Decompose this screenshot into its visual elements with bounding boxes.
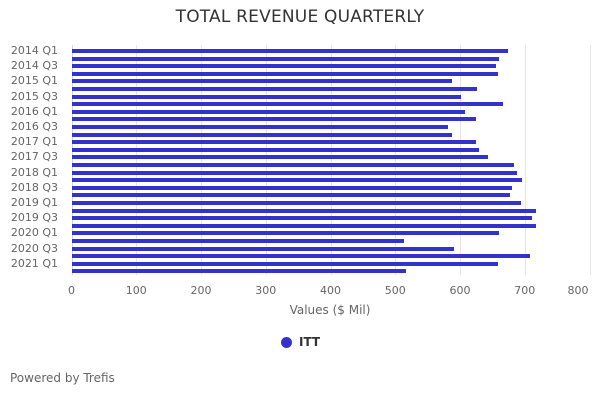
bar[interactable] <box>71 193 510 198</box>
bar[interactable] <box>71 71 498 76</box>
gridline <box>265 45 267 275</box>
x-axis-tick-label: 800 <box>567 284 589 297</box>
y-axis-label: 2019 Q3 <box>10 211 58 225</box>
bar[interactable] <box>71 239 404 243</box>
bar[interactable] <box>71 49 508 53</box>
gridline <box>524 45 526 275</box>
bar[interactable] <box>71 102 503 107</box>
legend-dot-icon <box>281 336 292 348</box>
y-axis-label: 2014 Q3 <box>10 59 58 73</box>
gridline <box>136 45 138 275</box>
bar[interactable] <box>71 208 537 213</box>
bar[interactable] <box>71 109 465 114</box>
bar[interactable] <box>71 246 454 251</box>
bar[interactable] <box>71 254 530 259</box>
x-axis-tick-label: 600 <box>449 284 471 297</box>
y-axis-label: 2017 Q1 <box>10 135 58 149</box>
x-axis-tick-label: 0 <box>68 284 75 297</box>
gridline <box>589 45 591 275</box>
x-axis-tick-label: 400 <box>320 284 341 297</box>
y-axis-label: 2017 Q3 <box>10 150 58 164</box>
x-axis-tick-label: 100 <box>125 284 147 297</box>
legend-item-itt[interactable]: ITT <box>281 335 320 349</box>
legend-label: ITT <box>299 335 321 349</box>
bar[interactable] <box>71 163 514 167</box>
gridline <box>460 45 461 275</box>
powered-by-credit: Powered by Trefis <box>10 371 115 385</box>
bar[interactable] <box>71 201 521 205</box>
y-axis-label: 2019 Q1 <box>10 196 58 209</box>
y-axis-label: 2021 Q1 <box>10 256 58 270</box>
y-axis-label: 2020 Q3 <box>10 241 58 255</box>
gridline <box>330 45 332 275</box>
y-axis-label: 2016 Q3 <box>10 120 58 133</box>
bar[interactable] <box>71 117 476 122</box>
x-axis-title: Values ($ Mil) <box>289 303 371 317</box>
bar[interactable] <box>71 79 452 84</box>
bar[interactable] <box>71 87 478 91</box>
y-axis-label: 2015 Q3 <box>10 89 58 103</box>
bar[interactable] <box>71 261 498 266</box>
bar[interactable] <box>71 132 452 137</box>
bar[interactable] <box>71 64 496 69</box>
y-axis-label: 2018 Q3 <box>10 180 58 194</box>
y-axis-line <box>71 45 73 275</box>
bar[interactable] <box>71 185 512 190</box>
bar[interactable] <box>71 140 476 145</box>
y-axis-label: 2016 Q1 <box>10 104 58 118</box>
y-axis-label: 2018 Q1 <box>10 165 58 179</box>
x-axis-tick-label: 200 <box>190 284 212 297</box>
chart-title: TOTAL REVENUE QUARTERLY <box>175 7 425 27</box>
bar[interactable] <box>71 125 448 129</box>
y-axis-label: 2014 Q1 <box>10 44 58 57</box>
bar[interactable] <box>71 155 489 160</box>
bar[interactable] <box>71 170 517 175</box>
bar[interactable] <box>71 94 461 99</box>
gridline <box>201 45 202 275</box>
bar[interactable] <box>71 56 500 61</box>
y-axis-label: 2020 Q1 <box>10 226 58 240</box>
x-axis-tick-label: 500 <box>384 284 406 297</box>
bar[interactable] <box>71 231 500 236</box>
x-axis-tick-label: 700 <box>514 284 536 297</box>
plot-area <box>71 45 591 275</box>
bar[interactable] <box>71 178 522 183</box>
bar[interactable] <box>71 223 537 228</box>
bar[interactable] <box>71 147 480 152</box>
gridline <box>395 45 397 275</box>
x-axis-tick-label: 300 <box>255 284 277 297</box>
bar[interactable] <box>71 269 406 274</box>
y-axis-label: 2015 Q1 <box>10 74 58 88</box>
bar[interactable] <box>71 216 532 221</box>
